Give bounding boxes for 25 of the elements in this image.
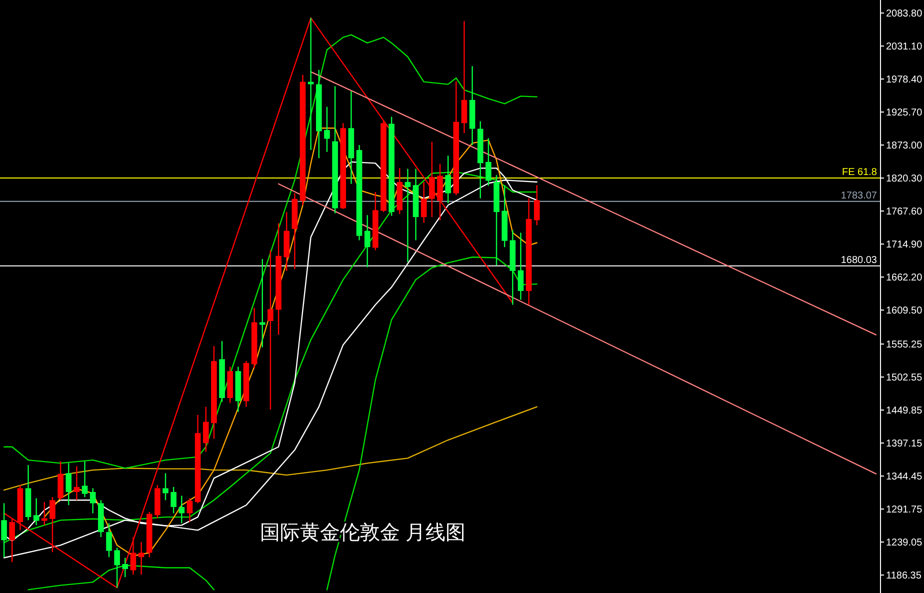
ref-line-label: FE 61.8 xyxy=(842,167,878,178)
line-series xyxy=(3,34,538,469)
y-tick-label: 1662.20 xyxy=(886,272,923,284)
y-tick-label: 1344.45 xyxy=(886,472,923,483)
y-tick-label: 1555.25 xyxy=(886,340,923,351)
y-tick-label: 1291.75 xyxy=(886,504,923,516)
y-tick-label: 1186.35 xyxy=(886,570,922,582)
ref-line-label: 1680.03 xyxy=(840,254,878,266)
y-tick-label: 2083.80 xyxy=(886,8,923,20)
line-series xyxy=(3,17,514,588)
y-tick-label: 1502.55 xyxy=(886,372,923,384)
y-tick-label: 1609.50 xyxy=(886,306,923,317)
y-tick-label: 1820.30 xyxy=(886,174,923,185)
line-series xyxy=(28,564,215,590)
y-tick-label: 1978.40 xyxy=(886,74,923,86)
ref-line-label: 1783.07 xyxy=(840,190,878,202)
y-tick-label: 1714.90 xyxy=(886,240,923,251)
y-tick-label: 1239.05 xyxy=(886,538,923,549)
y-tick-label: 1873.00 xyxy=(886,140,923,152)
y-tick-label: 1925.70 xyxy=(886,108,923,119)
y-tick-label: 2031.10 xyxy=(886,42,923,53)
y-tick-label: 1767.60 xyxy=(886,206,923,218)
y-tick-label: 1397.15 xyxy=(886,438,923,450)
y-tick-label: 1449.85 xyxy=(886,406,923,417)
line-series xyxy=(3,406,538,491)
